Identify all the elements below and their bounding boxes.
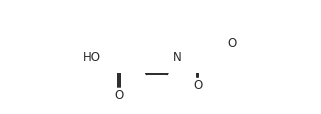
Text: O: O [193,78,202,91]
Text: HO: HO [82,51,100,64]
Text: N: N [173,51,182,64]
Text: O: O [114,88,123,101]
Text: O: O [228,36,237,49]
